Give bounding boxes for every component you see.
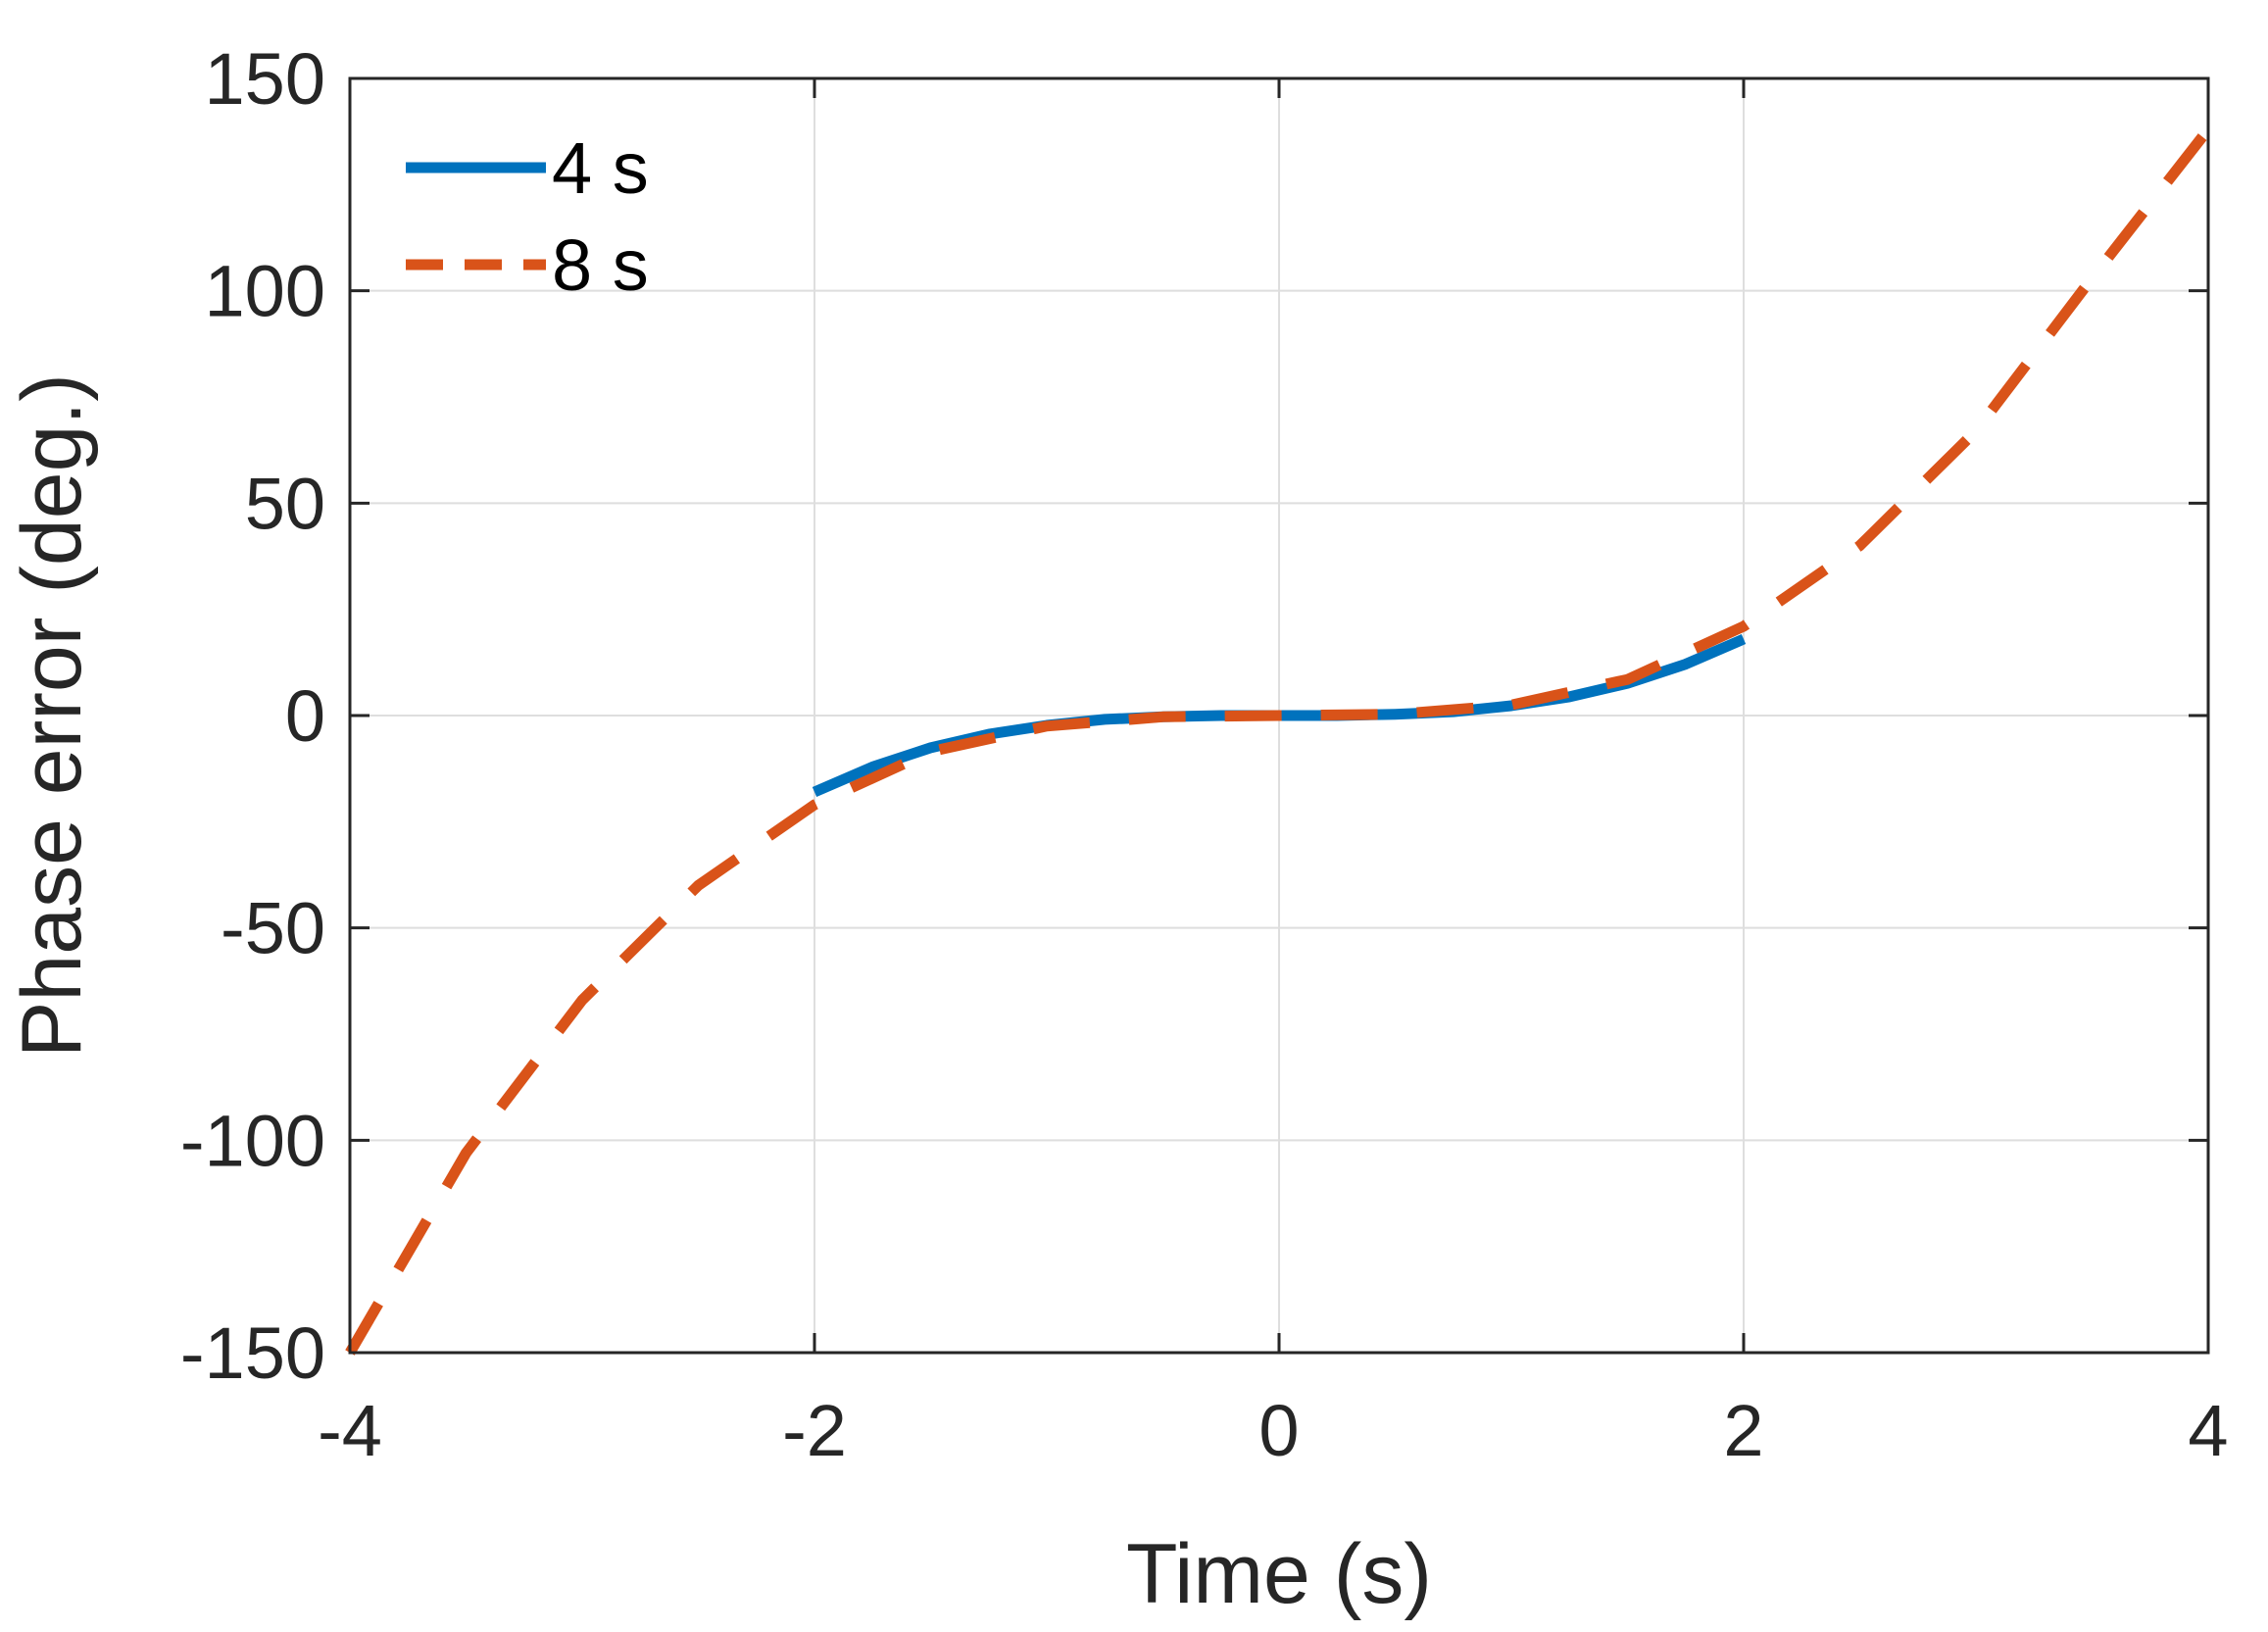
series-layer: [345, 125, 2213, 1356]
x-tick-label: 0: [1258, 1390, 1299, 1471]
y-tick-label: -150: [180, 1312, 325, 1394]
y-axis-label: Phase error (deg.): [5, 373, 99, 1058]
legend: 4 s 8 s: [406, 127, 649, 306]
x-axis-label: Time (s): [1126, 1527, 1432, 1621]
axis-ticks: [348, 76, 2210, 1355]
y-tick-label: -50: [221, 888, 325, 969]
legend-label-8s: 8 s: [552, 224, 649, 306]
y-tick-label: 100: [205, 251, 325, 332]
x-tick-label: -4: [318, 1390, 382, 1471]
x-tick-label: 2: [1723, 1390, 1763, 1471]
y-tick-label: 0: [285, 675, 325, 757]
x-tick-label: -2: [782, 1390, 847, 1471]
y-tick-label: -100: [180, 1100, 325, 1181]
y-tick-label: 50: [245, 463, 325, 544]
tick-labels: -4 -2 0 2 4 -150 -100 -50 0 50 100 150: [180, 38, 2229, 1471]
y-tick-label: 150: [205, 38, 325, 120]
legend-label-4s: 4 s: [552, 127, 649, 209]
series-line-8s: [345, 125, 2213, 1356]
x-tick-label: 4: [2188, 1390, 2228, 1471]
